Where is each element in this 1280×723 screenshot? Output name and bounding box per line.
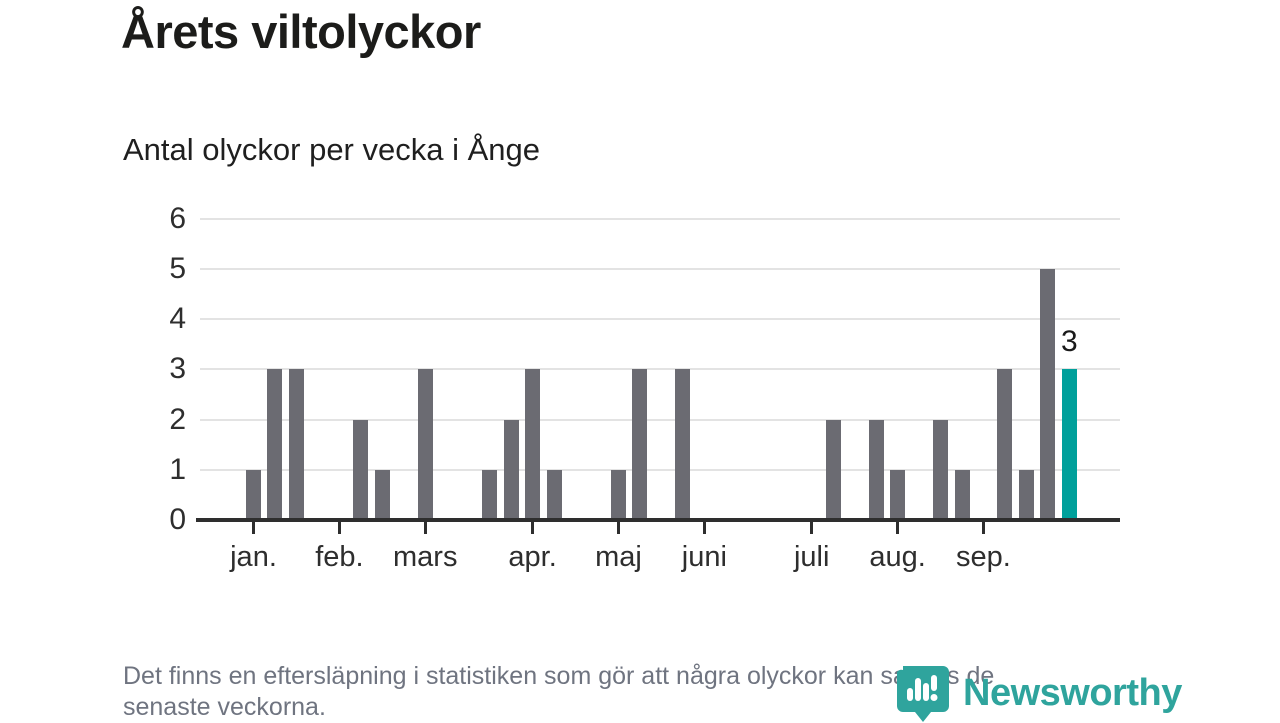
x-axis-tick (337, 522, 341, 534)
bar (289, 369, 304, 520)
bar (933, 420, 948, 520)
footer-note-line1: Det finns en eftersläpning i statistiken… (123, 662, 995, 690)
bar (826, 420, 841, 520)
y-axis-tick-label: 0 (169, 503, 186, 536)
x-axis-tick (810, 522, 814, 534)
x-axis-tick (252, 522, 255, 534)
page-title: Årets viltolyckor (121, 5, 481, 58)
bar (632, 369, 647, 520)
y-axis-tick-label: 1 (169, 452, 186, 486)
bar (504, 420, 519, 520)
y-axis-tick-label: 6 (169, 201, 186, 235)
bar-value-annotation: 3 (1061, 325, 1078, 359)
y-axis-tick-label: 4 (169, 302, 186, 336)
gridline (200, 368, 1120, 371)
bar (1019, 470, 1034, 520)
chart-subtitle: Antal olyckor per vecka i Ånge (123, 132, 540, 167)
x-axis-tick (423, 522, 427, 534)
bar (547, 470, 562, 520)
bar (418, 369, 433, 520)
x-axis-month-label: mars (393, 541, 458, 573)
bar (869, 420, 884, 520)
x-axis-month-label: jan. (230, 541, 277, 573)
bar (353, 420, 368, 520)
bar (890, 470, 905, 520)
newsworthy-logo: Newsworthy (895, 664, 1182, 722)
x-axis-tick (702, 522, 706, 534)
newsworthy-logo-text: Newsworthy (963, 672, 1182, 714)
bar (267, 369, 282, 520)
gridline (200, 418, 1120, 421)
x-axis-tick (531, 522, 535, 534)
gridline (200, 217, 1120, 220)
y-axis-tick-label: 5 (169, 252, 186, 285)
x-axis-line (196, 518, 1120, 522)
bar (246, 470, 261, 520)
x-axis-month-label: juli (793, 541, 830, 573)
bar (997, 369, 1012, 520)
highlighted-bar (1062, 369, 1077, 520)
bar (955, 470, 970, 520)
x-axis-month-label: aug. (869, 541, 926, 573)
bar (482, 470, 497, 520)
footer-note-line2: senaste veckorna. (123, 693, 326, 721)
footer-note: Det finns en eftersläpning i statistiken… (123, 661, 994, 723)
x-axis-month-label: maj (595, 541, 642, 573)
x-axis-month-label: sep. (956, 541, 1011, 573)
gridline (200, 318, 1120, 321)
newsworthy-pin-barchart-icon (897, 666, 949, 722)
gridline (200, 468, 1120, 471)
bar (525, 369, 540, 520)
x-axis-tick (896, 522, 900, 534)
bar (611, 470, 626, 520)
bar (675, 369, 690, 520)
bar (1040, 269, 1055, 520)
x-axis-tick (981, 522, 985, 534)
y-axis-tick-label: 3 (169, 352, 186, 386)
x-axis-month-label: juni (681, 541, 727, 573)
y-axis-tick-label: 2 (169, 402, 186, 436)
x-axis-tick (616, 522, 620, 534)
gridline (200, 268, 1120, 270)
x-axis-month-label: feb. (315, 541, 364, 573)
bar (375, 470, 390, 520)
x-axis-month-label: apr. (508, 541, 557, 573)
